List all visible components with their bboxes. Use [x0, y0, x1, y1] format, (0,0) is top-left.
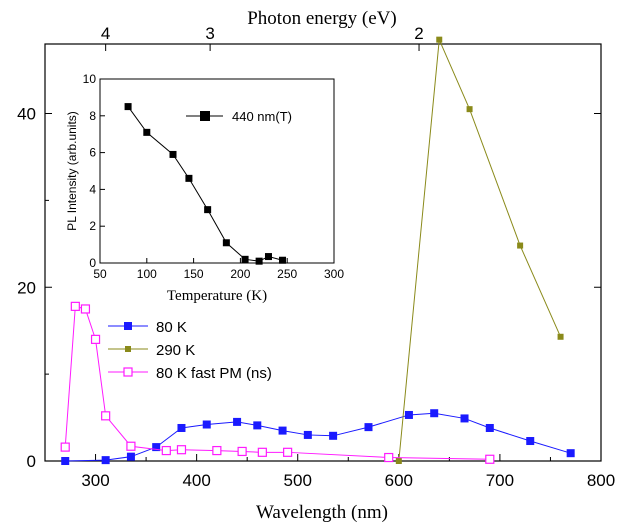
x-tick-label: 600 — [385, 471, 413, 490]
data-point — [253, 421, 262, 430]
y-tick-label: 0 — [27, 452, 36, 471]
data-point — [485, 454, 495, 464]
inset-axis-ticks: 50 100 150 200 250 300 0 2 4 6 8 10 — [83, 72, 345, 281]
data-point — [517, 242, 524, 249]
inset-series-line-0 — [127, 106, 283, 262]
inset-data-point — [124, 103, 132, 111]
inset-y-tick-label: 0 — [89, 256, 96, 270]
data-point — [161, 445, 171, 456]
data-point — [436, 36, 443, 43]
inset-y-tick-label: 10 — [83, 72, 97, 86]
main-plot-frame — [44, 43, 602, 462]
inset-y-tick-label: 8 — [89, 109, 96, 123]
data-point — [329, 431, 338, 440]
inset-data-point — [169, 150, 177, 158]
data-point — [90, 334, 101, 344]
data-point — [566, 449, 575, 458]
inset-data-point — [241, 255, 249, 263]
inset-y-tick-label: 2 — [89, 219, 96, 233]
main-legend: 80 K 290 K 80 K fast PM (ns) — [108, 319, 272, 382]
data-point — [126, 441, 136, 451]
inset-data-point — [185, 174, 193, 182]
inset-data-point — [222, 239, 230, 247]
data-point — [61, 457, 70, 465]
inset-x-tick-label: 200 — [230, 267, 250, 281]
y-tick-label: 20 — [17, 278, 36, 297]
inset-x-tick-label: 50 — [93, 267, 107, 281]
legend-label-fast-pm: 80 K fast PM (ns) — [156, 365, 272, 382]
legend-label-290k: 290 K — [156, 342, 195, 359]
x-tick-label: 400 — [182, 471, 210, 490]
data-point — [126, 452, 135, 461]
inset-data-point — [143, 128, 151, 136]
data-point — [202, 420, 211, 429]
inset-data-point — [204, 206, 212, 214]
data-point — [212, 445, 222, 456]
top-axis-title: Photon energy (eV) — [247, 8, 397, 29]
inset-data-point — [255, 257, 263, 265]
legend-entry-290k: 290 K — [108, 342, 195, 359]
data-point — [526, 437, 535, 446]
x-tick-label: 500 — [284, 471, 312, 490]
legend-marker-80k — [124, 322, 132, 330]
data-point — [101, 411, 111, 421]
inset-y-tick-label: 6 — [89, 146, 96, 160]
data-point — [257, 447, 267, 457]
inset-series-group — [124, 103, 287, 265]
inset-y-axis-title: PL Intensity (arb.units) — [65, 111, 79, 231]
y-tick-label: 40 — [17, 105, 36, 124]
inset-legend: 440 nm(T) — [186, 109, 292, 124]
data-point — [404, 410, 413, 419]
data-point — [237, 446, 247, 457]
data-point — [430, 409, 439, 418]
inset-x-axis-title: Temperature (K) — [167, 288, 267, 304]
top-tick-label: 2 — [414, 24, 423, 43]
data-point — [278, 426, 287, 435]
series-line-1 — [398, 37, 562, 462]
data-point — [283, 447, 293, 457]
data-point — [152, 443, 161, 452]
data-point — [80, 304, 91, 314]
inset-x-tick-label: 100 — [137, 267, 157, 281]
data-point — [303, 430, 312, 439]
x-tick-label: 700 — [486, 471, 514, 490]
inset-legend-label: 440 nm(T) — [232, 109, 292, 124]
data-point — [60, 442, 70, 452]
data-point — [466, 106, 473, 113]
x-axis-title: Wavelength (nm) — [256, 502, 388, 523]
data-point — [233, 417, 242, 426]
main-series-group — [60, 36, 575, 465]
legend-entry-80k: 80 K — [108, 319, 187, 336]
data-point — [384, 452, 394, 463]
inset-data-point — [264, 253, 272, 261]
inset-legend-marker — [200, 111, 210, 121]
top-tick-label: 4 — [101, 24, 110, 43]
inset-x-tick-label: 300 — [324, 267, 344, 281]
inset-plot-frame — [99, 78, 335, 264]
data-point — [460, 414, 469, 423]
data-point — [395, 458, 402, 464]
data-point — [177, 423, 186, 432]
top-tick-label: 3 — [205, 24, 214, 43]
legend-marker-fast-pm — [123, 367, 133, 377]
legend-entry-fast-pm: 80 K fast PM (ns) — [108, 365, 272, 382]
inset-x-tick-label: 150 — [184, 267, 204, 281]
data-point — [176, 445, 187, 455]
legend-label-80k: 80 K — [156, 319, 187, 336]
inset-data-point — [279, 256, 287, 264]
data-point — [485, 423, 494, 432]
data-point — [70, 301, 80, 311]
data-point — [364, 423, 373, 432]
data-point — [101, 456, 110, 465]
legend-marker-290k — [125, 346, 131, 352]
inset-y-tick-label: 4 — [89, 182, 96, 196]
x-tick-label: 800 — [587, 471, 615, 490]
x-tick-label: 300 — [81, 471, 109, 490]
inset-x-tick-label: 250 — [277, 267, 297, 281]
data-point — [557, 333, 564, 340]
